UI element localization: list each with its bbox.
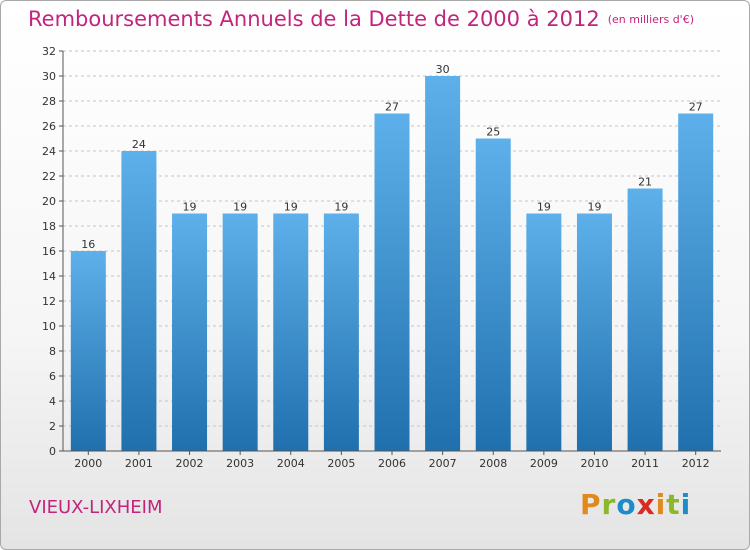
data-label-2000: 16 [81, 238, 95, 251]
logo-letter: i [655, 488, 667, 521]
logo-letter: x [636, 488, 656, 521]
commune-name: VIEUX-LIXHEIM [29, 497, 163, 518]
x-tick-label-2002: 2002 [176, 457, 204, 470]
y-tick-label-28: 28 [42, 95, 56, 108]
data-label-2010: 19 [587, 201, 601, 214]
data-label-2003: 19 [233, 201, 247, 214]
bar-2012 [678, 113, 714, 451]
y-tick-label-8: 8 [49, 345, 56, 358]
y-tick-label-10: 10 [42, 320, 56, 333]
y-tick-label-20: 20 [42, 195, 56, 208]
y-tick-label-12: 12 [42, 295, 56, 308]
y-tick-label-18: 18 [42, 220, 56, 233]
data-label-2004: 19 [284, 201, 298, 214]
y-tick-label-6: 6 [49, 370, 56, 383]
proxiti-logo[interactable]: Proxiti [580, 488, 691, 521]
x-tick-label-2008: 2008 [479, 457, 507, 470]
y-tick-label-16: 16 [42, 245, 56, 258]
data-label-2008: 25 [486, 126, 500, 139]
x-tick-label-2011: 2011 [631, 457, 659, 470]
bar-2010 [576, 213, 612, 451]
data-label-2005: 19 [334, 201, 348, 214]
y-tick-label-4: 4 [49, 395, 56, 408]
chart-title: Remboursements Annuels de la Dette de 20… [28, 7, 694, 31]
x-tick-label-2006: 2006 [378, 457, 406, 470]
data-label-2011: 21 [638, 176, 652, 189]
bar-2002 [172, 213, 208, 451]
y-tick-label-2: 2 [49, 420, 56, 433]
bar-2000 [70, 251, 106, 451]
x-tick-label-2001: 2001 [125, 457, 153, 470]
bar-2009 [526, 213, 562, 451]
data-label-2006: 27 [385, 101, 399, 114]
logo-letter: t [666, 488, 681, 521]
bar-2007 [425, 76, 461, 451]
y-tick-label-30: 30 [42, 70, 56, 83]
y-tick-label-32: 32 [42, 45, 56, 58]
bars [70, 76, 714, 451]
x-tick-label-2010: 2010 [580, 457, 608, 470]
logo-letter: i [680, 488, 692, 521]
bar-2004 [273, 213, 309, 451]
axes [59, 50, 721, 455]
x-tick-label-2000: 2000 [74, 457, 102, 470]
bar-2003 [222, 213, 258, 451]
bar-2006 [374, 113, 410, 451]
data-label-2007: 30 [436, 63, 450, 76]
bar-2008 [475, 138, 511, 451]
y-tick-label-24: 24 [42, 145, 56, 158]
x-tick-label-2005: 2005 [327, 457, 355, 470]
labels: 0246810121416182022242628303216200024200… [42, 45, 710, 470]
x-tick-label-2004: 2004 [277, 457, 305, 470]
logo-letter: o [616, 488, 637, 521]
y-tick-label-14: 14 [42, 270, 56, 283]
x-tick-label-2003: 2003 [226, 457, 254, 470]
data-label-2002: 19 [183, 201, 197, 214]
x-tick-label-2009: 2009 [530, 457, 558, 470]
data-label-2009: 19 [537, 201, 551, 214]
bar-2001 [121, 151, 157, 451]
x-tick-label-2007: 2007 [429, 457, 457, 470]
x-tick-label-2012: 2012 [682, 457, 710, 470]
bar-2011 [627, 188, 663, 451]
logo-letter: P [580, 488, 602, 521]
logo-letter: r [601, 488, 617, 521]
data-label-2001: 24 [132, 138, 146, 151]
y-tick-label-0: 0 [49, 445, 56, 458]
y-tick-label-26: 26 [42, 120, 56, 133]
bar-2005 [323, 213, 359, 451]
chart-title-text: Remboursements Annuels de la Dette de 20… [28, 7, 600, 31]
data-label-2012: 27 [689, 101, 703, 114]
y-tick-label-22: 22 [42, 170, 56, 183]
chart-unit: (en milliers d'€) [607, 13, 694, 26]
